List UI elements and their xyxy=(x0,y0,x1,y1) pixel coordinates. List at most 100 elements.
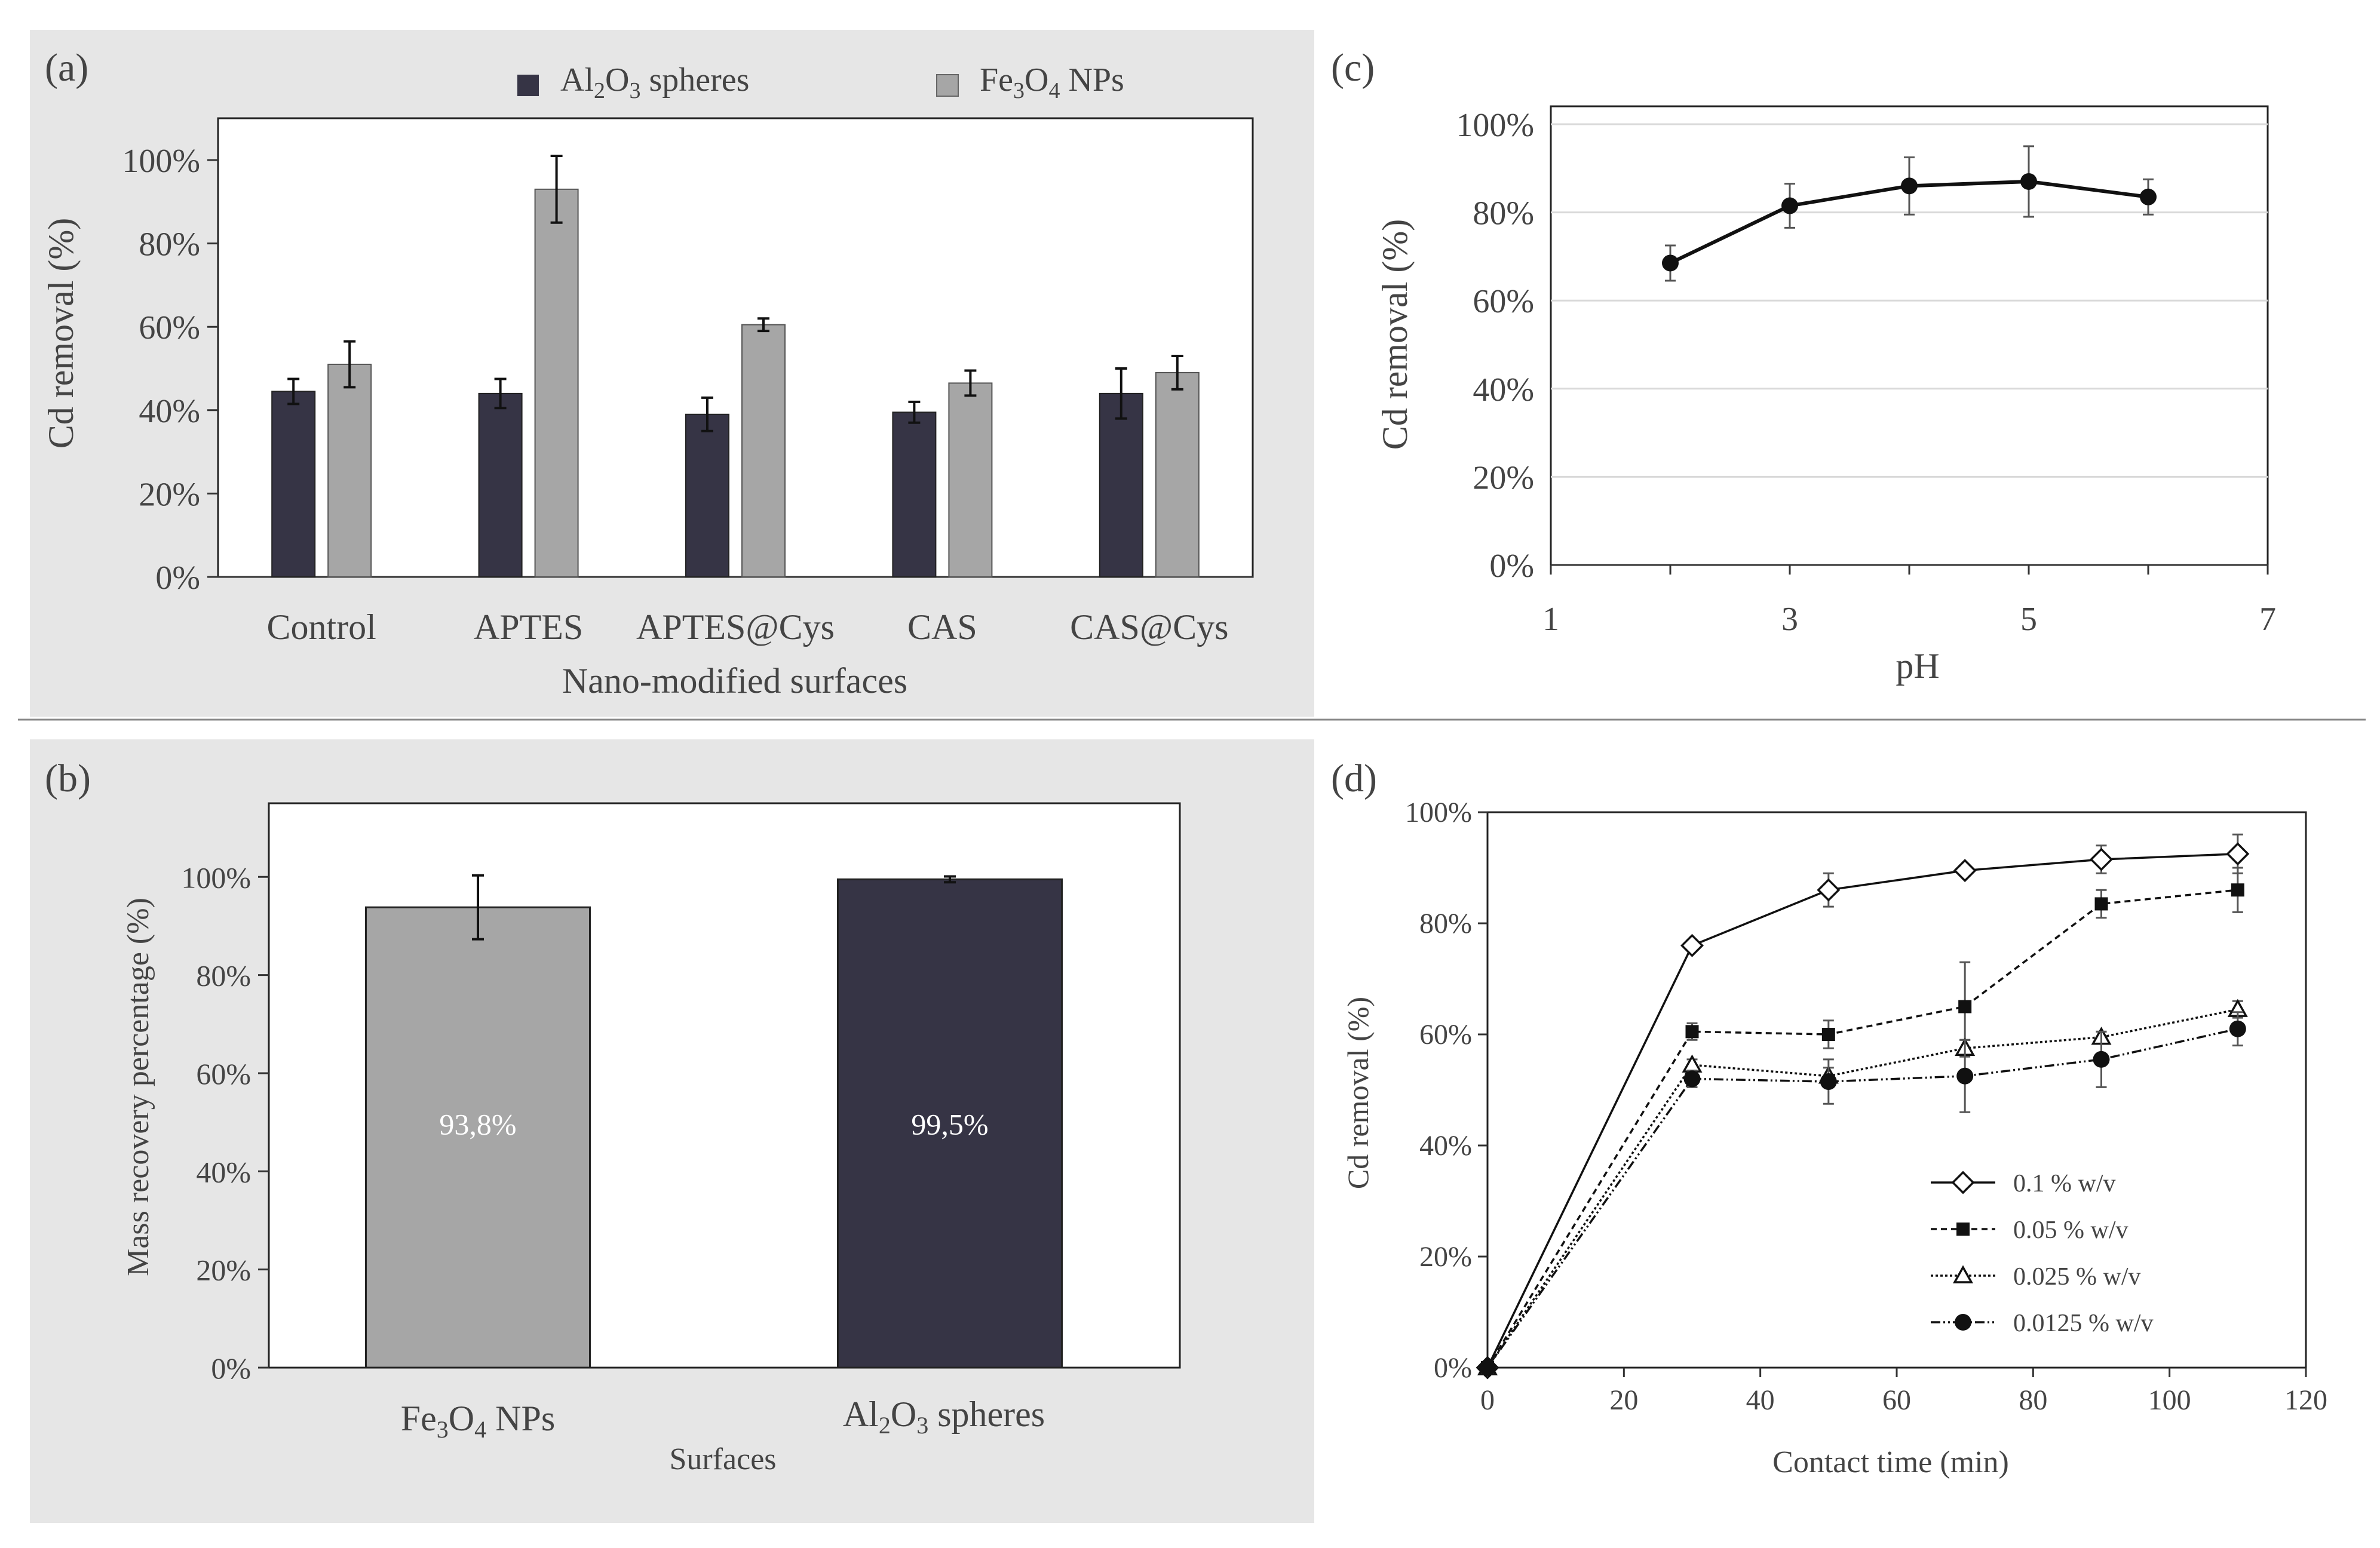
panel-b-category-label-al2o3: Al2O3 spheres xyxy=(843,1395,1045,1439)
panel-d: (d) 0% 20% 40% 60% 80% 100% 0 20 40 60 80 100 120 0.… xyxy=(1331,757,2327,1479)
panel-d-x-tick-label: 80 xyxy=(2019,1384,2047,1416)
panel-d-point-0-05-w-v-t70 xyxy=(1958,1000,1972,1013)
panel-d-y-tick-label: 20% xyxy=(1419,1241,1472,1273)
panel-c-x-tick-label: 7 xyxy=(2259,601,2276,638)
panel-d-series-line-0-05-w-v xyxy=(1486,889,2238,1368)
panel-d-point-0-1-w-v-t70 xyxy=(1953,859,1977,883)
panel-d-point-0-0125-w-v-t50 xyxy=(1820,1073,1837,1091)
panel-d-point-0-0125-w-v-t30 xyxy=(1683,1070,1701,1088)
panel-d-y-tick-label: 0% xyxy=(1434,1352,1472,1384)
panel-b-y-tick-label: 40% xyxy=(196,1155,251,1188)
panel-d-y-tick-label: 40% xyxy=(1419,1130,1472,1162)
panel-a-y-tick-label: 80% xyxy=(139,226,200,263)
panel-b-y-tick-label: 80% xyxy=(196,959,251,993)
bar-cas-cys-al2o3-spheres xyxy=(1099,392,1143,578)
panel-b: (b) 0% 20% 40% 60% 80% 100% 93,8% 99,5% Fe3O4 … xyxy=(45,757,1181,1476)
panel-c-point-ph-3 xyxy=(1781,197,1798,214)
panel-c-y-tick-label: 20% xyxy=(1473,459,1534,496)
panel-d-x-tick-label: 100 xyxy=(2148,1384,2191,1416)
panel-c-point-ph-5 xyxy=(2020,173,2037,190)
panel-d-point-0-1-w-v-t30 xyxy=(1680,933,1704,957)
panel-a-x-tick-label-aptes-cys: APTES@Cys xyxy=(636,607,835,647)
panel-d-x-tick-label: 0 xyxy=(1480,1384,1495,1416)
legend-label-0-05-w-v: 0.05 % w/v xyxy=(2013,1217,2128,1244)
panel-d-y-tick-label: 80% xyxy=(1419,908,1472,939)
panel-c-x-tick-label: 5 xyxy=(2020,601,2037,638)
panel-label-b: (b) xyxy=(45,757,91,800)
bar-aptes-fe3o4-nps xyxy=(534,188,579,578)
legend-label-al2o3: Al2O3 spheres xyxy=(560,62,749,103)
panel-d-point-0-0125-w-v-t110 xyxy=(2229,1020,2246,1037)
panel-c-y-axis-label: Cd removal (%) xyxy=(1375,219,1415,450)
bar-control-al2o3-spheres xyxy=(271,391,316,578)
panel-d-point-0-0125-w-v-t0 xyxy=(1479,1359,1496,1376)
bar-0 xyxy=(365,906,591,1369)
panel-label-a: (a) xyxy=(45,46,88,90)
panel-b-y-tick-label: 20% xyxy=(196,1254,251,1287)
panel-d-x-axis-label: Contact time (min) xyxy=(1772,1445,2009,1479)
legend-label-0-0125-w-v: 0.0125 % w/v xyxy=(2013,1310,2154,1337)
panel-d-series-line-0-1-w-v xyxy=(1486,853,2238,1368)
panel-a-x-tick-label-control: Control xyxy=(267,607,376,647)
panel-label-d: (d) xyxy=(1331,757,1377,800)
panel-d-series-line-0-0125-w-v xyxy=(1486,1027,2238,1369)
panel-b-y-tick-label: 100% xyxy=(181,861,251,894)
panel-b-y-tick-label: 0% xyxy=(211,1352,251,1385)
panel-a-y-axis-label: Cd removal (%) xyxy=(41,218,81,449)
bar-cas-cys-fe3o4-nps xyxy=(1155,371,1200,578)
data-label-0: 93,8% xyxy=(439,1108,516,1141)
panel-d-x-tick-label: 20 xyxy=(1609,1384,1638,1416)
panel-c-x-axis-label: pH xyxy=(1896,646,1939,686)
panel-c-y-tick-label: 80% xyxy=(1473,195,1534,232)
panel-d-point-0-0125-w-v-t70 xyxy=(1956,1067,1974,1085)
panel-d-x-tick-label: 120 xyxy=(2284,1384,2327,1416)
bar-aptes-cys-fe3o4-nps xyxy=(741,324,786,578)
panel-b-y-tick-label: 60% xyxy=(196,1057,251,1091)
panel-d-point-0-1-w-v-t110 xyxy=(2226,842,2250,866)
panel-d-point-0-05-w-v-t50 xyxy=(1821,1028,1835,1041)
panel-d-y-tick-label: 60% xyxy=(1419,1019,1472,1051)
panel-b-y-axis-label: Mass recovery percentage (%) xyxy=(121,898,155,1276)
panel-c-y-tick-label: 0% xyxy=(1489,548,1534,585)
panel-a-y-tick-label: 60% xyxy=(139,309,200,346)
panel-b-category-label-fe3o4: Fe3O4 NPs xyxy=(401,1399,555,1443)
panel-a-y-tick-label: 20% xyxy=(139,476,200,513)
legend-marker-0-05-w-v xyxy=(1956,1223,1970,1236)
legend-marker-0-1-w-v xyxy=(1951,1171,1975,1194)
legend-label-0-025-w-v: 0.025 % w/v xyxy=(2013,1263,2141,1291)
panel-d-x-tick-label: 40 xyxy=(1746,1384,1775,1416)
legend-label-fe3o4: Fe3O4 NPs xyxy=(980,62,1124,103)
panel-c-point-ph-6 xyxy=(2140,188,2157,205)
panel-d-point-0-05-w-v-t110 xyxy=(2231,883,2244,897)
panel-c-y-tick-label: 100% xyxy=(1456,107,1534,144)
panel-d-point-0-05-w-v-t90 xyxy=(2094,897,2108,911)
panel-b-x-axis-label: Surfaces xyxy=(669,1442,776,1476)
panel-d-point-0-025-w-v-t30 xyxy=(1682,1054,1703,1073)
bar-cas-fe3o4-nps xyxy=(948,382,993,578)
panel-c-point-ph-2 xyxy=(1662,254,1679,272)
legend-label-0-1-w-v: 0.1 % w/v xyxy=(2013,1170,2116,1197)
panel-c-point-ph-4 xyxy=(1901,177,1918,195)
panel-d-y-axis-label: Cd removal (%) xyxy=(1341,997,1375,1189)
panel-a-y-tick-label: 40% xyxy=(139,393,200,430)
panel-d-point-0-1-w-v-t90 xyxy=(2090,847,2113,871)
panel-c: (c) 0% 20% 40% 60% 80% 100% 1 3 5 7 Cd removal (… xyxy=(1331,46,2276,686)
panel-d-plot-frame xyxy=(1486,811,2307,1369)
legend-swatch-fe3o4 xyxy=(936,74,959,97)
panel-c-y-tick-label: 60% xyxy=(1473,283,1534,320)
bar-1 xyxy=(837,878,1063,1369)
panel-a-y-tick-label: 100% xyxy=(122,143,200,180)
panel-d-point-0-05-w-v-t30 xyxy=(1685,1025,1699,1039)
panel-a-plot-area xyxy=(217,117,1254,578)
legend-marker-0-025-w-v xyxy=(1953,1265,1973,1283)
panel-d-x-tick-label: 60 xyxy=(1882,1384,1911,1416)
bar-aptes-cys-al2o3-spheres xyxy=(685,413,729,578)
panel-d-point-0-0125-w-v-t90 xyxy=(2093,1051,2110,1068)
panel-a-x-tick-label-cas: CAS xyxy=(907,607,977,647)
panel-d-y-tick-label: 100% xyxy=(1405,797,1472,828)
panel-c-x-tick-label: 1 xyxy=(1542,601,1559,638)
panel-d-point-0-1-w-v-t50 xyxy=(1817,878,1841,902)
panel-a-x-tick-label-aptes: APTES xyxy=(474,607,583,647)
bar-aptes-al2o3-spheres xyxy=(478,392,523,578)
